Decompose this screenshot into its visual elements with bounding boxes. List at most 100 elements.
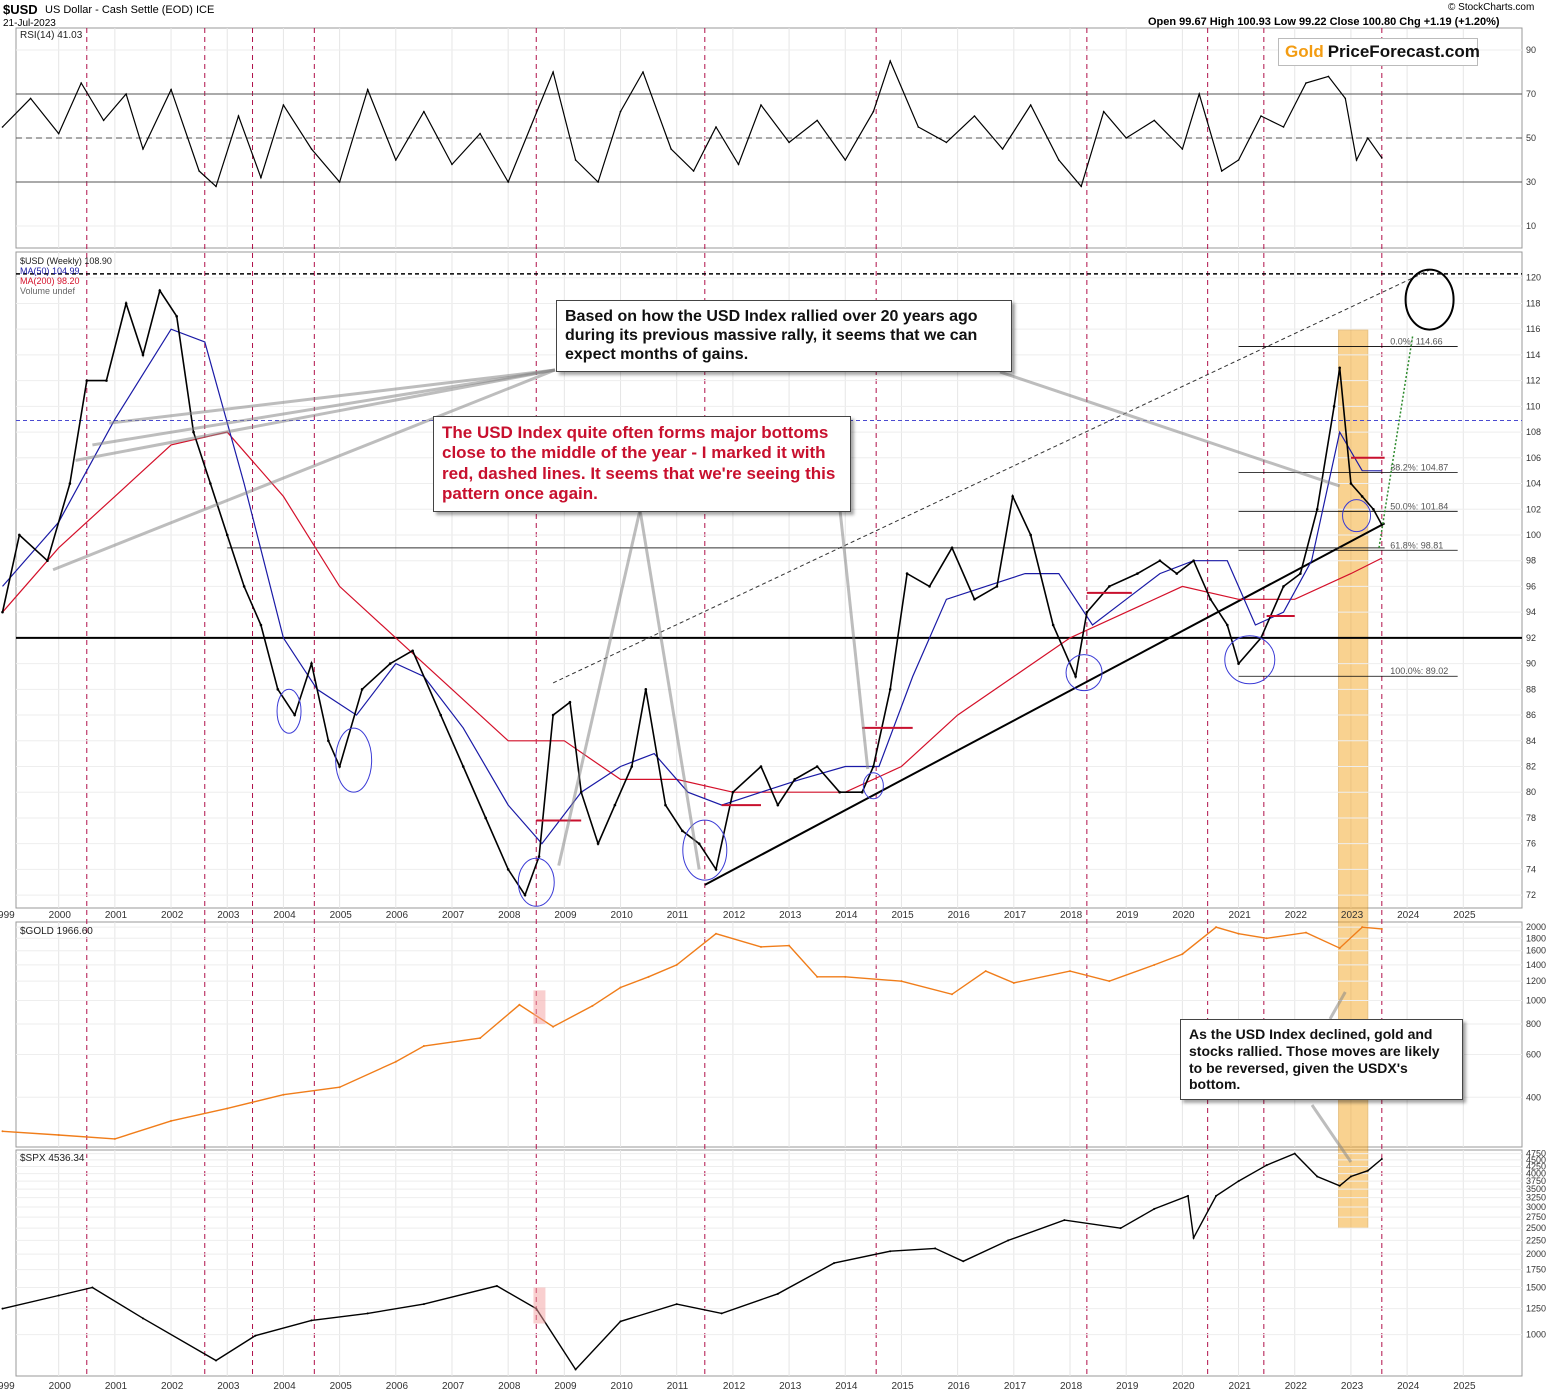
spx-price-point [254,1334,257,1337]
spx-price-point [422,1303,425,1306]
logo-rest-text: PriceForecast.com [1327,42,1480,61]
rsi-point [1366,137,1369,139]
gold-price-point [394,1060,397,1063]
rsi-tick-label: 70 [1526,89,1536,99]
gold-tick-label: 600 [1526,1049,1541,1059]
bottom-circle [862,772,884,800]
gold-price-point [479,1037,482,1040]
gold-price-point [518,1003,521,1006]
usd-x-tick-label: 2007 [442,910,465,921]
gold-price-point [170,1119,173,1122]
bottom-x-tick-label: 2003 [217,1381,240,1392]
gold-price-point [900,980,903,983]
usd-tick-label: 102 [1526,504,1541,514]
bottom-x-tick-label: 2005 [330,1381,353,1392]
rsi-point [142,148,144,150]
usd-price-point [888,688,892,691]
gold-price-point [1237,932,1240,935]
rsi-point [479,132,481,135]
gold-price-point [591,1004,594,1007]
bottom-x-tick-label: 2001 [105,1381,128,1392]
bottom-x-tick-label: 2006 [386,1381,409,1392]
usd-price-point [338,765,341,768]
bottom-x-tick-label: 2012 [723,1381,746,1392]
usd-price-point [1237,662,1240,665]
spx-tick-label: 4750 [1526,1149,1546,1159]
usd-tick-label: 78 [1526,813,1536,823]
goldpriceforecast-logo[interactable]: Gold PriceForecast.com [1278,38,1480,66]
usd-price-point [664,803,667,807]
usd-price-point [124,302,128,305]
gold-tick-label: 1400 [1526,960,1546,970]
spx-price-point [91,1286,94,1289]
gold-price-point [1012,981,1015,984]
usd-x-tick-label: 2006 [386,910,409,921]
usd-price-point [68,482,72,485]
usd-x-tick-label: 2016 [948,910,971,921]
gold-price-point [984,970,987,973]
rsi-point [423,110,425,113]
bottom-x-tick-label: 2010 [611,1381,634,1392]
usd-price-point [697,842,701,845]
rsi-point [170,88,172,91]
usd-price-point [327,739,330,743]
usd-price-point [860,790,864,794]
usd-price-point [776,803,780,807]
usd-price-point [192,430,195,434]
spx-price-point [1380,1157,1383,1160]
brand-credit[interactable]: © StockCharts.com [1448,2,1535,13]
usd-price-point [815,765,819,768]
bottom-x-tick-label: 2025 [1453,1381,1476,1392]
usd-tick-label: 76 [1526,839,1536,849]
rsi-line [2,59,1383,188]
bottom-x-tick-label: 2020 [1172,1381,1195,1392]
spx-tick-label: 1250 [1526,1304,1546,1314]
usd-x-tick-label: 2015 [891,910,914,921]
callout-connector [557,509,642,866]
spx-tick-label: 1500 [1526,1282,1546,1292]
rsi-point [260,176,262,179]
chart-instrument-name: US Dollar - Cash Settle (EOD) ICE [45,4,215,16]
rsi-point [1327,75,1330,78]
bottom-circle [517,857,555,907]
fib-level-label: 0.0%: 114.66 [1390,336,1442,346]
bottom-x-tick-label: 2000 [49,1381,72,1392]
usd-price-point [1192,559,1195,563]
usd-price-point [1175,572,1179,575]
spx-tick-label: 1750 [1526,1265,1546,1275]
callout-connector [999,370,1341,488]
gold-price-point [57,1134,60,1137]
spx-price-point [310,1319,313,1322]
spx-tick-label: 2750 [1526,1212,1546,1222]
rsi-point [310,148,313,150]
usd-tick-label: 88 [1526,684,1536,694]
spx-tick-label: 4500 [1526,1155,1546,1165]
bottom-x-tick-label: 2014 [835,1381,858,1392]
quote-summary: Open 99.67 High 100.93 Low 99.22 Close 1… [1148,16,1500,28]
spx-price-point [1063,1219,1066,1222]
usd-legend-entry: Volume undef [20,286,76,296]
spx-price-line [2,1152,1383,1371]
spx-price-point [1237,1180,1240,1183]
rsi-point [715,126,717,128]
callout-connector [1310,1104,1353,1163]
bottom-circle [1065,654,1103,692]
usd-legend-entry: MA(200) 98.20 [20,276,80,286]
bottom-x-tick-label: 2002 [161,1381,184,1392]
rsi-point [619,110,622,113]
rsi-point [760,104,762,106]
gold-tick-label: 1200 [1526,976,1546,986]
usd-price-point [973,597,976,601]
usd-price-point [995,585,999,588]
rsi-point [1153,119,1156,122]
spx-tick-label: 3500 [1526,1184,1546,1194]
gold-tick-label: 800 [1526,1019,1541,1029]
usd-x-tick-label: 2013 [779,910,802,921]
spx-price-point [889,1250,892,1253]
rsi-title: RSI(14) 41.03 [20,30,83,41]
rsi-point [737,163,740,166]
usd-tick-label: 82 [1526,762,1536,772]
usd-price-point [838,790,841,794]
usd-price-point [731,790,735,794]
logo-gold-text: Gold [1285,42,1324,61]
